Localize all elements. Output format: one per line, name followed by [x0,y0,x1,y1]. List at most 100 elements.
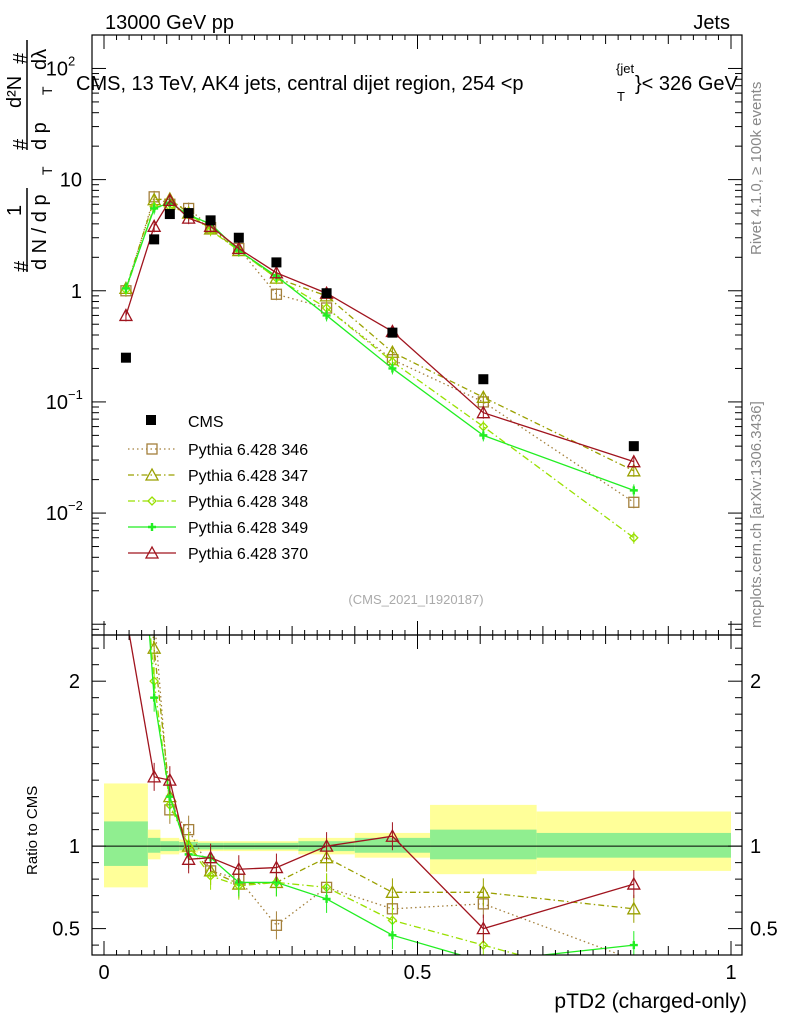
legend-cms-label: CMS [188,414,224,431]
ratio-y-tick-label: 1 [69,836,80,858]
band-inner-bin [147,837,161,853]
data-point [476,405,491,419]
ratio-frame [91,634,743,956]
legend-label: Pythia 6.428 370 [188,546,308,563]
main-frame [91,34,743,636]
rivet-label: Rivet 4.1.0, ≥ 100k events [748,82,765,255]
cms-data-point [321,288,332,299]
ratio-point [147,769,162,783]
cms-data-point [149,234,160,245]
legend-marker [146,443,158,455]
ratio-point [388,931,397,940]
ratio-point [626,876,641,890]
ratio-point [319,838,334,852]
x-tick-label: 0.5 [404,962,432,984]
header-left: 13000 GeV pp [105,12,234,34]
cms-data-point [271,257,282,268]
data-point [626,454,641,468]
ratio-y-tick-label-right: 1 [750,836,761,858]
y-tick-base: 10 [46,503,68,525]
ratio-point [150,693,159,702]
ratio-point [147,640,162,654]
series-line-ratio [149,635,522,955]
y-tick-exponent: −1 [68,387,83,402]
data-point [629,486,638,495]
y-tick-label: 10 −2 [46,498,83,525]
ratio-y-tick-label: 2 [69,671,80,693]
data-point [388,364,397,373]
y-tick-base: 1 [71,281,82,303]
legend-label: Pythia 6.428 346 [188,442,308,459]
y-tick-label: 10 2 [46,53,75,80]
cms-data-point [478,374,489,385]
mcplots-label: mcplots.cern.ch [arXiv:1306.3436] [748,401,765,628]
legend-label: Pythia 6.428 349 [188,520,308,537]
ylabel-t1: T [39,166,55,175]
ylabel-d2n: d²N [4,76,26,108]
y-tick-label: 10 [60,170,82,192]
ratio-point [629,941,638,950]
y-tick-base: 10 [46,58,68,80]
data-point [118,308,134,322]
y-tick-base: 10 [46,392,68,414]
ratio-point [322,894,331,903]
data-point [162,193,177,207]
legend-cms-marker [146,415,156,425]
x-tick-label: 1 [725,962,736,984]
ratio-y-tick-label-right: 0.5 [750,919,778,941]
band-inner-bin [430,829,537,860]
legend: CMS Pythia 6.428 346 Pythia 6.428 347 Pyth… [128,414,308,563]
data-point [270,288,283,300]
ylabel-t2: T [39,86,55,95]
x-axis-label: pTD2 (charged-only) [554,990,747,1013]
series-line-ratio [128,635,634,930]
series-line-main [125,206,635,539]
ylabel-one: 1 [4,205,26,216]
band-inner-bin [104,821,148,866]
ratio-y-tick-label-right: 2 [750,671,761,693]
watermark: (CMS_2021_I1920187) [348,592,483,607]
header-right: Jets [693,12,730,34]
ratio-point [478,940,489,951]
data-point [147,218,162,232]
ylabel-hash-3: # [10,52,32,64]
data-point [203,218,218,232]
uncertainty-bands [92,783,742,888]
ratio-point [205,870,216,881]
data-point [231,241,246,255]
cms-data-point [164,209,175,220]
ratio-point [385,884,400,898]
ratio-point [231,861,246,875]
legend-marker [144,467,160,481]
ratio-point [270,919,283,931]
data-point [269,265,284,279]
ylabel-dn: d N / d p [29,194,51,270]
legend-label: Pythia 6.428 347 [188,468,308,485]
y-tick-base: 10 [60,170,82,192]
cms-data-point [628,441,639,452]
ratio-point [162,772,177,786]
cms-data-point [120,352,131,363]
data-point [322,311,331,320]
cms-data-point [233,232,244,243]
ratio-point [476,921,491,935]
data-point [479,431,488,440]
band-inner-bin [536,832,731,858]
ratio-point [626,901,641,915]
ratio-ylabel: Ratio to CMS [24,786,41,875]
y-tick-exponent: −2 [68,498,83,513]
data-point [626,463,641,477]
cms-data-point [205,215,216,226]
title-sup: {jet [616,61,634,76]
y-axis-label: # 1 d N / d p T # d²N d p T dλ # [4,40,55,272]
ratio-point [385,828,400,842]
data-point [150,204,159,213]
legend-marker [144,545,160,559]
title-sub: T [617,89,625,104]
data-point [628,496,640,508]
ratio-point [203,850,218,864]
main-series-lines [118,190,641,544]
y-tick-label: 10 −1 [46,387,83,414]
ratio-point [269,860,284,874]
